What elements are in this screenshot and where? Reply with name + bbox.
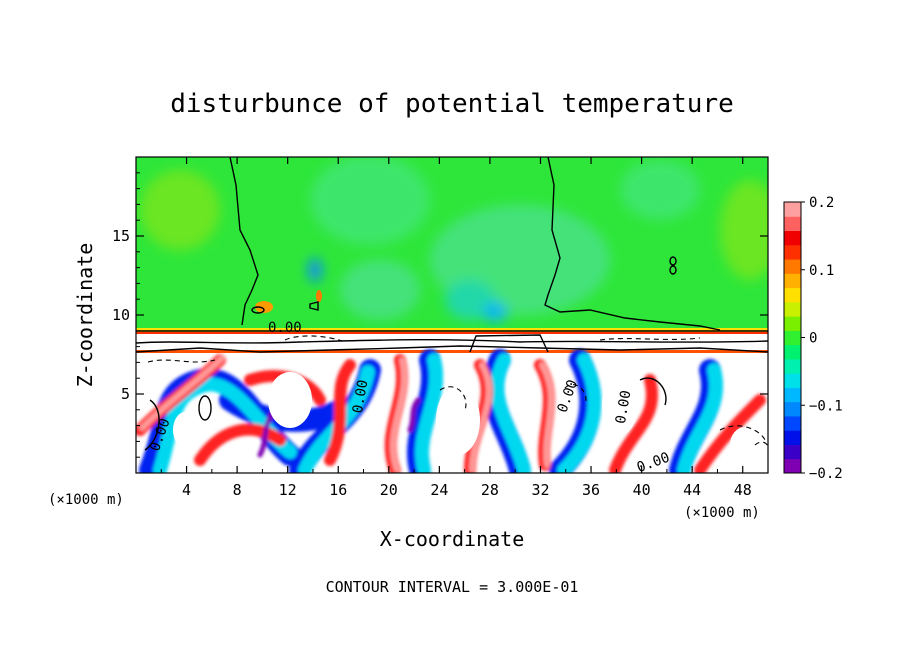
y-tick-label: 15 [112, 227, 130, 245]
colorbar-segment [784, 458, 801, 474]
colorbar-segment [784, 344, 801, 360]
colorbar-segment [784, 230, 801, 246]
x-tick-label: 36 [582, 481, 600, 499]
x-tick-label: 20 [380, 481, 398, 499]
x-unit-label: (×1000 m) [48, 492, 124, 508]
plot-area: 0.00 0.00 0.00 0.00 0.00 0.00 [136, 157, 768, 473]
colorbar-segment [784, 216, 801, 232]
colorbar: 0.2 0.1 0 −0.1 −0.2 [783, 195, 843, 482]
inversion-band [136, 332, 768, 334]
colorbar-tick-label: 0 [809, 331, 817, 347]
colorbar-segment [784, 430, 801, 445]
colorbar-tick-label: −0.1 [809, 398, 843, 414]
colorbar-tick-label: 0.2 [809, 195, 834, 211]
chart-title: disturbunce of potential temperature [170, 89, 734, 119]
y-tick-label: 10 [112, 306, 130, 324]
colorbar-segment [784, 273, 801, 289]
inversion-band [136, 350, 768, 353]
colorbar-segment [784, 387, 801, 403]
warm-spot [255, 301, 273, 313]
y-tick-label: 5 [121, 385, 130, 403]
colorbar-tick-label: 0.1 [809, 263, 834, 279]
y-axis: 5 10 15 [112, 172, 768, 458]
inversion-band [136, 328, 768, 332]
colorbar-tick-label: −0.2 [809, 466, 843, 482]
x-axis-label: X-coordinate [380, 527, 525, 551]
colorbar-segment [784, 202, 801, 217]
x-tick-label: 12 [279, 481, 297, 499]
y-axis-label: Z-coordinate [73, 243, 97, 388]
x-tick-label: 48 [734, 481, 752, 499]
colorbar-segment [784, 444, 801, 460]
x-tick-label: 24 [430, 481, 448, 499]
colorbar-segment [784, 415, 801, 431]
contour-label: 0.00 [268, 320, 302, 336]
contour-interval-note: CONTOUR INTERVAL = 3.000E-01 [326, 578, 579, 596]
colorbar-segment [784, 358, 801, 374]
x-tick-label: 40 [633, 481, 651, 499]
colorbar-segment [784, 301, 801, 317]
colorbar-segment [784, 316, 801, 331]
colorbar-segment [784, 244, 801, 260]
contour-label: 0.00 [613, 389, 635, 425]
lower-plumes [136, 349, 766, 473]
x-tick-label: 28 [481, 481, 499, 499]
x-tick-label: 44 [683, 481, 701, 499]
colorbar-segment [784, 259, 801, 274]
y-unit-label: (×1000 m) [684, 505, 760, 521]
warm-spot [316, 290, 322, 302]
colorbar-segment [784, 287, 801, 303]
neutral-pockets [173, 372, 760, 463]
x-axis: 4 8 12 16 20 24 28 32 36 40 44 48 [160, 157, 752, 499]
contour-label: 0.00 [350, 379, 372, 415]
colorbar-segment [784, 373, 801, 388]
x-tick-label: 32 [531, 481, 549, 499]
upper-field-variations [140, 157, 768, 322]
x-tick-label: 16 [329, 481, 347, 499]
colorbar-segment [784, 401, 801, 417]
x-tick-label: 8 [233, 481, 242, 499]
contour-lines [136, 157, 768, 451]
x-tick-label: 4 [182, 481, 191, 499]
contour-lines-dashed [147, 335, 768, 449]
colorbar-segment [784, 330, 801, 346]
